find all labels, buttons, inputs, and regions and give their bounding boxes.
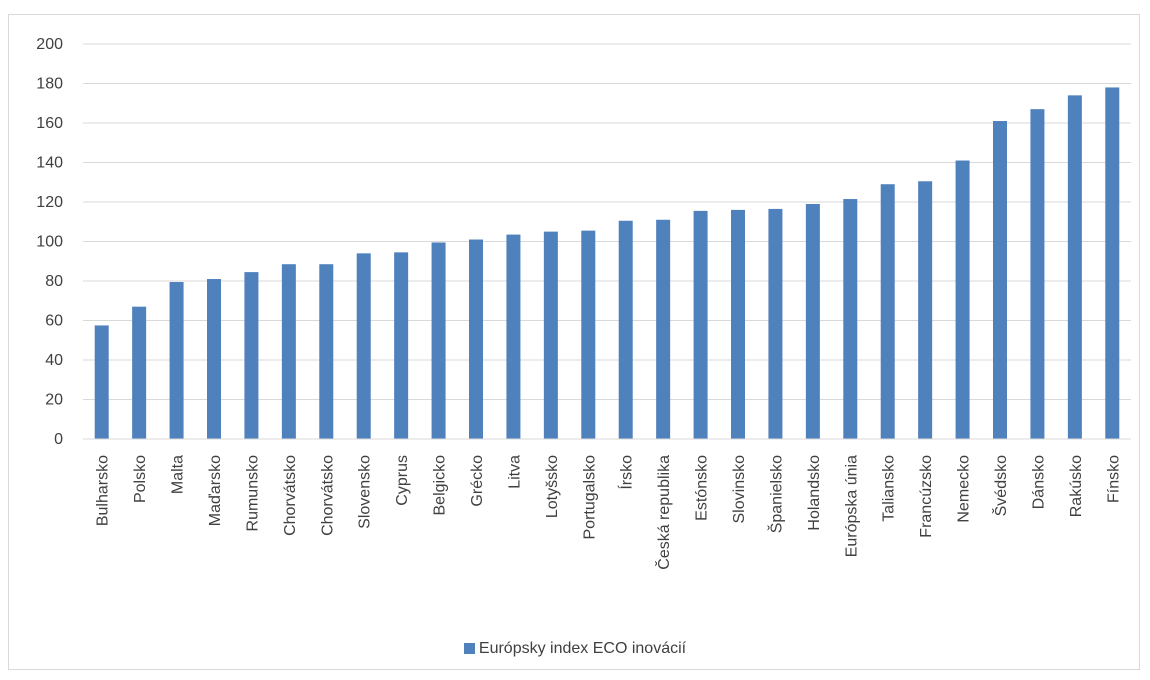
bars bbox=[94, 87, 1120, 440]
y-tick-label: 140 bbox=[36, 155, 63, 172]
legend-swatch bbox=[463, 643, 475, 654]
x-tick-label: Slovinsko bbox=[731, 455, 748, 524]
gridlines bbox=[83, 43, 1131, 400]
x-tick-label: Francúzsko bbox=[918, 455, 935, 538]
bar bbox=[207, 279, 221, 439]
x-tick-label: Maďarsko bbox=[207, 455, 224, 526]
x-tick-label: Fínsko bbox=[1105, 455, 1122, 503]
x-tick-label: Írsko bbox=[617, 455, 636, 490]
x-tick-label: Chorvátsko bbox=[282, 455, 299, 536]
bar bbox=[543, 231, 558, 439]
bar bbox=[880, 184, 895, 439]
bar bbox=[244, 272, 259, 439]
y-tick-label: 0 bbox=[54, 431, 63, 448]
x-tick-label: Nemecko bbox=[956, 455, 973, 523]
y-tick-label: 120 bbox=[36, 194, 63, 211]
x-tick-label: Holandsko bbox=[806, 455, 823, 531]
bar bbox=[955, 160, 970, 439]
x-tick-label: Švédsko bbox=[991, 455, 1010, 516]
bar bbox=[169, 281, 184, 439]
bar bbox=[805, 203, 820, 439]
bar bbox=[1105, 87, 1120, 439]
y-tick-label: 200 bbox=[36, 36, 63, 53]
bar bbox=[656, 219, 671, 439]
y-tick-label: 100 bbox=[36, 234, 63, 251]
x-axis-tick-labels: Bulharsko Polsko Malta Maďarsko Rumunsko Chor… bbox=[95, 455, 1123, 570]
bar bbox=[319, 264, 334, 439]
x-tick-label: Estónsko bbox=[694, 455, 711, 521]
y-axis-tick-labels: 0 20 40 60 80 100 120 140 160 180 200 bbox=[36, 36, 63, 448]
x-tick-label: Grécko bbox=[469, 455, 486, 507]
bar bbox=[731, 209, 745, 439]
x-tick-label: Taliansko bbox=[881, 455, 898, 522]
x-tick-label: Lotyšsko bbox=[544, 455, 561, 518]
bar bbox=[506, 234, 521, 439]
x-tick-label: Rakúsko bbox=[1068, 455, 1085, 517]
bar bbox=[693, 210, 708, 439]
x-tick-label: Európska únia bbox=[843, 455, 860, 557]
x-tick-label: Slovensko bbox=[357, 455, 374, 529]
legend: Európsky index ECO inovácií bbox=[0, 640, 1150, 658]
bar bbox=[843, 199, 858, 439]
bar bbox=[993, 121, 1007, 440]
bar bbox=[394, 252, 409, 439]
x-tick-label: Chorvátsko bbox=[319, 455, 336, 536]
bar bbox=[1067, 95, 1082, 439]
x-tick-label: Malta bbox=[170, 455, 187, 494]
y-tick-label: 20 bbox=[45, 392, 63, 409]
bar bbox=[281, 264, 296, 439]
bar bbox=[469, 239, 483, 439]
x-tick-label: Belgicko bbox=[432, 455, 449, 516]
bar bbox=[768, 208, 783, 439]
bar bbox=[918, 181, 933, 439]
x-tick-label: Cyprus bbox=[394, 455, 411, 506]
bar bbox=[94, 325, 109, 439]
y-tick-label: 160 bbox=[36, 115, 63, 132]
x-tick-label: Bulharsko bbox=[95, 455, 112, 526]
x-tick-label: Litva bbox=[506, 455, 523, 489]
bar bbox=[581, 230, 596, 439]
x-tick-label: Portugalsko bbox=[581, 455, 598, 540]
y-tick-label: 40 bbox=[45, 352, 63, 369]
x-tick-label: Rumunsko bbox=[244, 455, 261, 532]
bar bbox=[356, 253, 371, 439]
x-tick-label: Španielsko bbox=[766, 455, 785, 533]
bar bbox=[431, 242, 446, 439]
x-tick-label: Dánsko bbox=[1030, 455, 1047, 509]
x-tick-label: Česká republika bbox=[654, 455, 673, 570]
bar bbox=[132, 306, 147, 439]
x-tick-label: Polsko bbox=[132, 455, 149, 503]
legend-label: Európsky index ECO inovácií bbox=[478, 640, 687, 657]
bar bbox=[618, 220, 633, 439]
y-tick-label: 60 bbox=[45, 313, 63, 330]
y-tick-label: 80 bbox=[45, 273, 63, 290]
y-tick-label: 180 bbox=[36, 76, 63, 93]
bar bbox=[1030, 109, 1045, 440]
